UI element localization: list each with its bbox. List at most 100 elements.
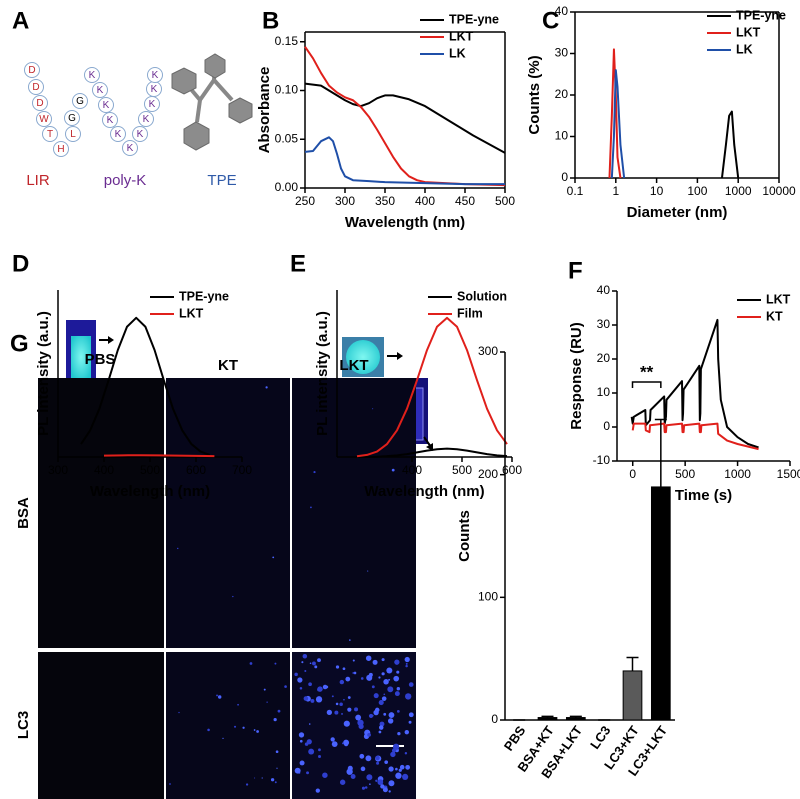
cell-spot [304,670,307,673]
y-tick-label: 40 [597,283,611,297]
legend-label: LKT [736,25,761,39]
cell-spot [347,696,351,699]
y-axis-label: Response (RU) [568,322,585,430]
y-tick-label: 0.00 [275,180,299,194]
residue [92,82,108,98]
cell-spot [382,787,388,793]
cell-spot [318,754,322,758]
y-axis-label: Absorbance [256,67,273,154]
cell-spot [352,671,355,674]
cell-spot [366,774,373,781]
residue [102,112,118,128]
cell-spot [396,670,400,674]
cell-spot [249,662,253,665]
x-tick-label: 350 [375,194,395,208]
residue-letter: K [89,70,96,81]
panel-label: A [12,7,29,34]
residue [28,79,44,95]
cell-spot [367,570,369,572]
panel-label: G [10,330,29,357]
cell-spot [178,711,180,714]
cell-spot [380,784,385,789]
y-axis-label: PL intensity (a.u.) [35,311,52,436]
x-tick-label: 1000 [724,467,751,481]
cell-spot [394,659,400,665]
legend-label: LKT [449,29,474,43]
cell-spot [395,767,398,771]
x-axis-label: Wavelength (nm) [345,214,465,231]
cell-spot [390,751,396,758]
y-tick-label: 10 [597,385,611,399]
cell-spot [378,700,384,706]
panel-label: F [568,257,583,284]
cell-spot [347,707,352,712]
cell-spot [326,709,333,715]
cell-spot [395,772,402,779]
cell-spot [374,707,380,713]
cell-spot [339,779,346,785]
cell-spot [373,693,379,699]
column-label: KT [218,357,238,374]
cell-spot [301,661,304,664]
line-series [631,422,759,451]
residue [147,67,163,83]
cell-spot [404,656,410,663]
cell-spot [360,766,366,772]
cell-spot [365,655,372,661]
x-tick-label: 450 [455,194,475,208]
cell-spot [405,664,408,668]
line-series [720,110,740,179]
cell-spot [359,753,365,759]
legend-label: LKT [766,292,791,306]
cell-spot [294,767,301,774]
x-tick-label: 1000 [725,184,752,198]
cell-spot [318,748,321,752]
residue [53,141,69,157]
cell-spot [276,767,278,769]
y-tick-label: 0.15 [275,34,299,48]
cell-spot [310,506,312,509]
cell-spot [404,752,408,755]
cell-spot [217,695,222,699]
cell-spot [384,760,389,765]
residue-letter: G [68,113,76,124]
residue-letter: K [97,85,104,96]
cell-spot [405,662,408,665]
cell-spot [339,702,343,707]
cell-spot [308,748,315,755]
residue [36,111,52,127]
cell-spot [405,693,412,700]
x-tick-label: 700 [232,463,252,477]
y-tick-label: 40 [555,4,569,18]
cell-spot [405,764,411,770]
cell-spot [408,712,414,718]
y-tick-label: 30 [597,317,611,331]
cell-spot [383,693,386,696]
line-series [630,318,759,449]
cell-spot [237,703,239,706]
cell-spot [388,712,395,718]
bar [565,717,586,721]
cell-spot [270,778,275,782]
cell-spot [242,726,245,729]
y-tick-label: 200 [478,467,498,481]
y-tick-label: 0.05 [275,131,299,145]
y-axis-label: Counts (%) [526,55,543,134]
legend-label: LKT [179,306,204,320]
residue [65,126,81,142]
cell-spot [169,783,171,785]
cell-spot [377,779,384,786]
cell-spot [299,760,305,766]
y-tick-label: 300 [478,344,498,358]
cell-spot [366,674,373,681]
cell-spot [393,675,400,682]
cell-spot [322,772,328,778]
cell-spot [375,779,378,783]
cell-spot [396,710,400,713]
bar [537,717,558,721]
cell-spot [381,658,385,662]
cell-spot [342,667,346,671]
panel-a-label: TPE [207,172,236,189]
row-label: LC3 [15,711,32,739]
residue-letter: W [39,114,49,125]
